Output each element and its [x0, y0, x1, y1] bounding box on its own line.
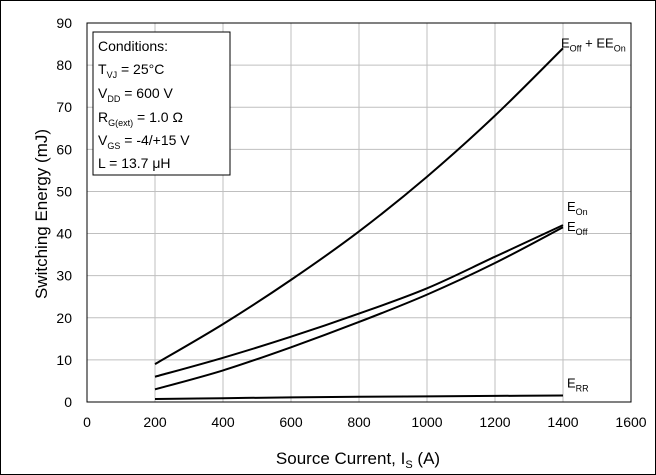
condition-vgs: VGS = -4/+15 V: [98, 132, 190, 151]
series-lines: [154, 47, 564, 401]
series-label-eon: EOn: [567, 199, 588, 217]
y-tick-label: 90: [56, 15, 72, 31]
tick-labels: 0 200 400 600 800 1000 1200 1400 1600 0 10 20 30 40 50…: [56, 15, 646, 430]
x-tick-label: 1000: [411, 414, 442, 430]
series-labels: EOff + EEOn EOn EOff ERR: [561, 35, 626, 393]
y-tick-label: 50: [56, 183, 72, 199]
condition-tvj: TVJ = 25°C: [98, 61, 164, 80]
x-axis-label: Source Current, IS (A): [276, 449, 440, 471]
y-tick-label: 80: [56, 57, 72, 73]
x-tick-label: 1600: [615, 414, 646, 430]
y-tick-label: 60: [56, 141, 72, 157]
series-label-eoff-plus-eon: EOff + EEOn: [561, 35, 626, 53]
y-tick-label: 40: [56, 226, 72, 242]
y-tick-label: 20: [56, 310, 72, 326]
y-tick-label: 0: [64, 394, 72, 410]
plot-border: [86, 22, 632, 403]
series-line-eoff: [154, 226, 564, 391]
series-line-err: [154, 394, 564, 401]
condition-vdd: VDD = 600 V: [98, 85, 174, 104]
conditions-border: [92, 31, 231, 176]
series-line-eoff-plus-eon: [154, 47, 564, 365]
condition-inductance: L = 13.7 μH: [98, 155, 171, 171]
series-label-eoff: EOff: [567, 219, 588, 237]
x-tick-label: 400: [211, 414, 235, 430]
x-tick-label: 200: [143, 414, 167, 430]
y-axis-label: Switching Energy (mJ): [32, 129, 51, 299]
series-label-err: ERR: [567, 375, 589, 393]
condition-rgext: RG(ext) = 1.0 Ω: [98, 109, 183, 128]
x-tick-label: 800: [347, 414, 371, 430]
conditions-heading: Conditions:: [98, 38, 168, 54]
x-tick-label: 600: [279, 414, 303, 430]
y-tick-label: 70: [56, 99, 72, 115]
y-tick-label: 30: [56, 268, 72, 284]
x-tick-label: 0: [83, 414, 91, 430]
x-tick-label: 1200: [479, 414, 510, 430]
conditions-box: Conditions: TVJ = 25°C VDD = 600 V RG(ex…: [92, 31, 231, 176]
series-line-eon: [154, 224, 564, 378]
y-tick-label: 10: [56, 352, 72, 368]
x-tick-label: 1400: [547, 414, 578, 430]
